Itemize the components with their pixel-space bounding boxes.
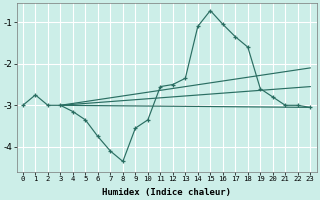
X-axis label: Humidex (Indice chaleur): Humidex (Indice chaleur): [102, 188, 231, 197]
